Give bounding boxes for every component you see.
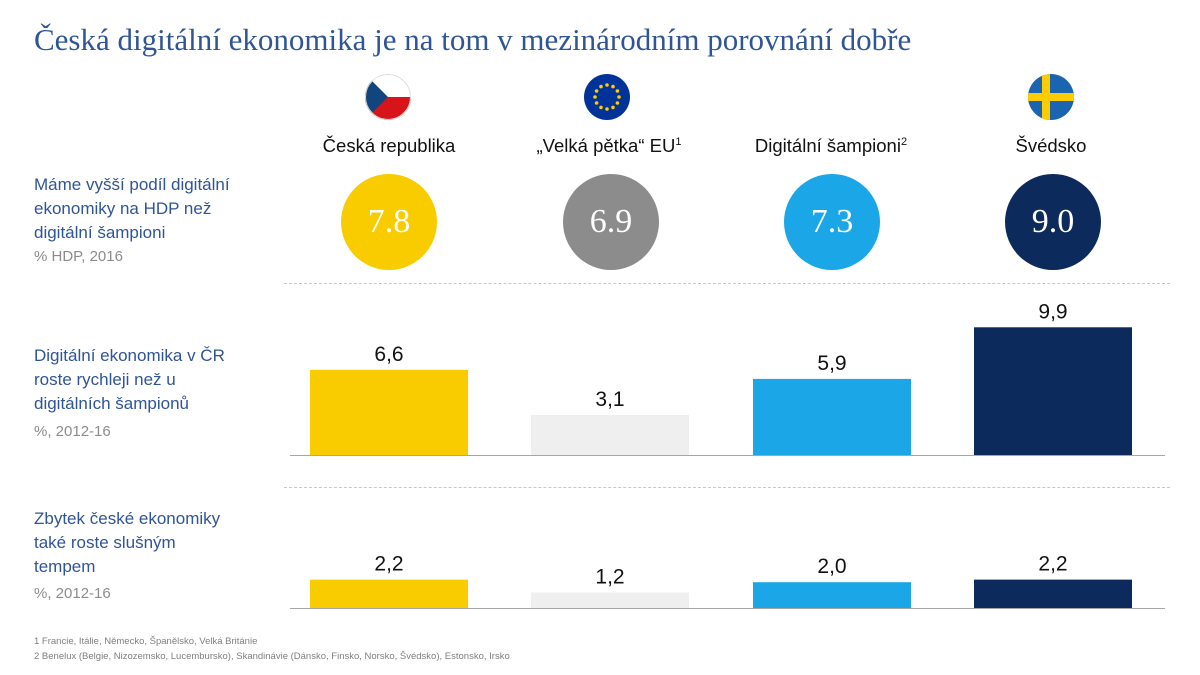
bar-label-1-0: 6,6 bbox=[374, 343, 403, 366]
value-circle-eu5: 6.9 bbox=[563, 174, 659, 270]
page-title: Česká digitální ekonomika je na tom v me… bbox=[34, 22, 912, 57]
row-divider bbox=[284, 487, 1170, 488]
row1-unit: % HDP, 2016 bbox=[34, 248, 123, 265]
bar-2-1 bbox=[531, 592, 689, 608]
row3-unit: %, 2012-16 bbox=[34, 585, 111, 602]
bar-label-2-1: 1,2 bbox=[595, 566, 624, 589]
column-label-sweden: Švédsko bbox=[1015, 135, 1087, 156]
column-label-czech: Česká republika bbox=[322, 135, 456, 156]
row1-label-line: ekonomiky na HDP než bbox=[34, 199, 212, 218]
row3-label: Zbytek české ekonomiky také roste slušný… bbox=[34, 507, 284, 579]
row3-label-line: Zbytek české ekonomiky bbox=[34, 509, 221, 528]
row2-label-line: roste rychleji než u bbox=[34, 370, 176, 389]
row2-label-line: Digitální ekonomika v ČR bbox=[34, 346, 225, 365]
bar-2-3 bbox=[974, 579, 1132, 608]
bar-label-2-2: 2,0 bbox=[817, 555, 846, 578]
bar-label-2-3: 2,2 bbox=[1038, 553, 1067, 576]
column-label-eu5: „Velká pětka“ EU1 bbox=[536, 135, 682, 156]
row3-label-line: také roste slušným bbox=[34, 533, 176, 552]
bar-label-1-2: 5,9 bbox=[817, 352, 846, 375]
footnote-1: 1 Francie, Itálie, Německo, Španělsko, V… bbox=[34, 636, 258, 647]
value-circle-champions: 7.3 bbox=[784, 174, 880, 270]
row2-unit: %, 2012-16 bbox=[34, 423, 111, 440]
eu-flag-icon bbox=[584, 74, 630, 120]
row2-label-line: digitálních šampionů bbox=[34, 394, 189, 413]
bar-1-2 bbox=[753, 378, 911, 455]
value-circle-sweden: 9.0 bbox=[1005, 174, 1101, 270]
row1-label-line: digitální šampioni bbox=[34, 223, 166, 242]
row2-label: Digitální ekonomika v ČR roste rychleji … bbox=[34, 344, 284, 416]
column-label-champions: Digitální šampioni2 bbox=[754, 135, 908, 156]
bar-2-2 bbox=[753, 582, 911, 608]
footnote-2: 2 Benelux (Belgie, Nizozemsko, Lucemburs… bbox=[34, 651, 510, 662]
bar-1-0 bbox=[310, 369, 468, 455]
bar-label-1-1: 3,1 bbox=[595, 388, 624, 411]
row-divider bbox=[284, 283, 1170, 284]
row3-label-line: tempem bbox=[34, 557, 96, 576]
bar-label-1-3: 9,9 bbox=[1038, 300, 1067, 323]
czech-flag-icon bbox=[365, 74, 411, 120]
bar-label-2-0: 2,2 bbox=[374, 553, 403, 576]
row1-label: Máme vyšší podíl digitální ekonomiky na … bbox=[34, 173, 284, 245]
sweden-flag-icon bbox=[1028, 74, 1074, 120]
value-circle-czech: 7.8 bbox=[341, 174, 437, 270]
bar-2-0 bbox=[310, 579, 468, 608]
bar-1-1 bbox=[531, 415, 689, 455]
bar-1-3 bbox=[974, 327, 1132, 455]
row1-label-line: Máme vyšší podíl digitální bbox=[34, 175, 230, 194]
